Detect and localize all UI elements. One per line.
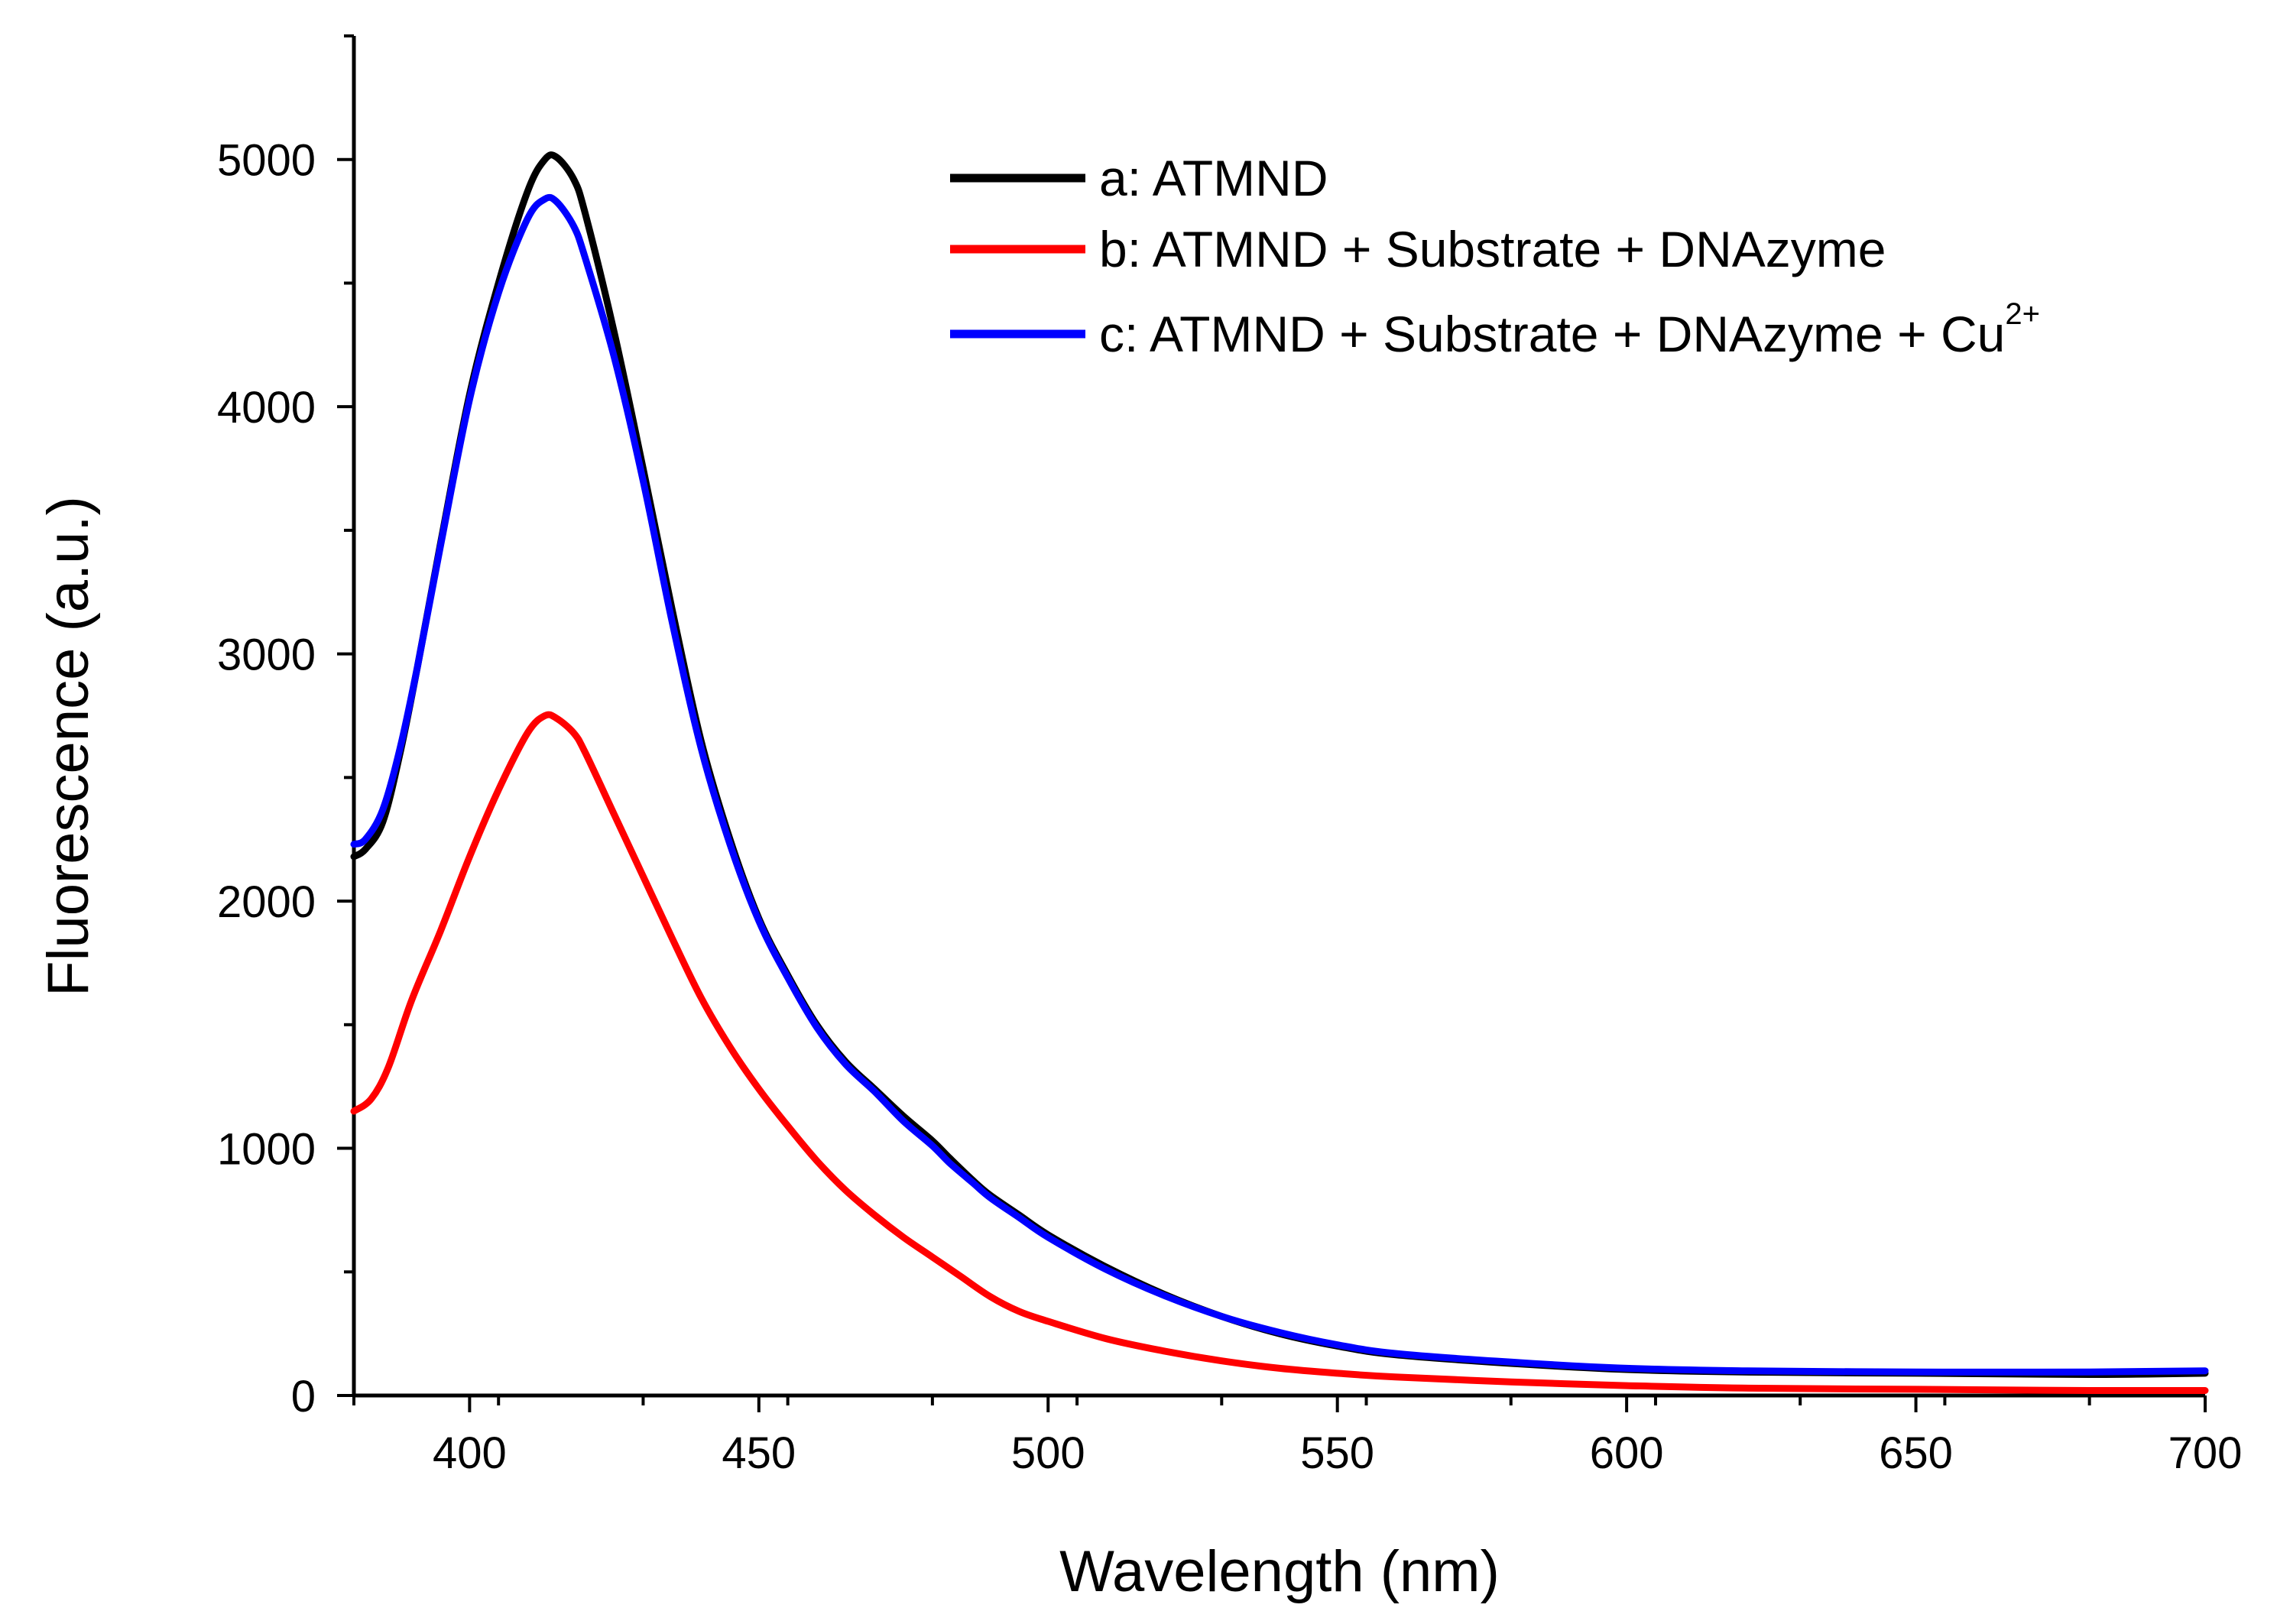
y-tick-label: 1000 [217, 1125, 316, 1175]
y-tick-label: 2000 [217, 877, 316, 927]
legend-label-text: c: ATMND + Substrate + DNAzyme + Cu [1099, 306, 2005, 362]
legend-label-superscript: 2+ [2005, 297, 2040, 331]
legend-label: b: ATMND + Substrate + DNAzyme [1099, 221, 1886, 277]
x-tick-label: 450 [722, 1428, 796, 1478]
legend-label-text: a: ATMND [1099, 150, 1328, 206]
x-tick-label: 700 [2168, 1428, 2243, 1478]
y-tick-label: 4000 [217, 383, 316, 433]
y-axis: 0 1000 2000 3000 4000 5000 [217, 34, 356, 1421]
legend: a: ATMND b: ATMND + Substrate + DNAzyme c:… [950, 150, 2040, 362]
y-axis-label: Fluorescence (a.u.) [36, 496, 101, 997]
legend-label: a: ATMND [1099, 150, 1328, 206]
legend-label-text: b: ATMND + Substrate + DNAzyme [1099, 221, 1886, 277]
x-tick-label: 600 [1590, 1428, 1664, 1478]
x-axis: 400 450 500 550 600 650 700 [352, 1393, 2243, 1478]
y-tick-label: 5000 [217, 136, 316, 186]
x-tick-label: 500 [1011, 1428, 1085, 1478]
y-tick-label: 0 [291, 1372, 316, 1421]
x-tick-label: 650 [1879, 1428, 1953, 1478]
series-layer [350, 151, 2209, 1395]
x-tick-label: 550 [1300, 1428, 1374, 1478]
x-tick-label: 400 [433, 1428, 507, 1478]
x-axis-label: Wavelength (nm) [1059, 1539, 1500, 1604]
legend-label: c: ATMND + Substrate + DNAzyme + Cu2+ [1099, 297, 2040, 362]
series-b-substrate-dnazyme-line [350, 711, 2209, 1395]
y-tick-label: 3000 [217, 630, 316, 680]
series-c-cu-line [350, 193, 2209, 1376]
